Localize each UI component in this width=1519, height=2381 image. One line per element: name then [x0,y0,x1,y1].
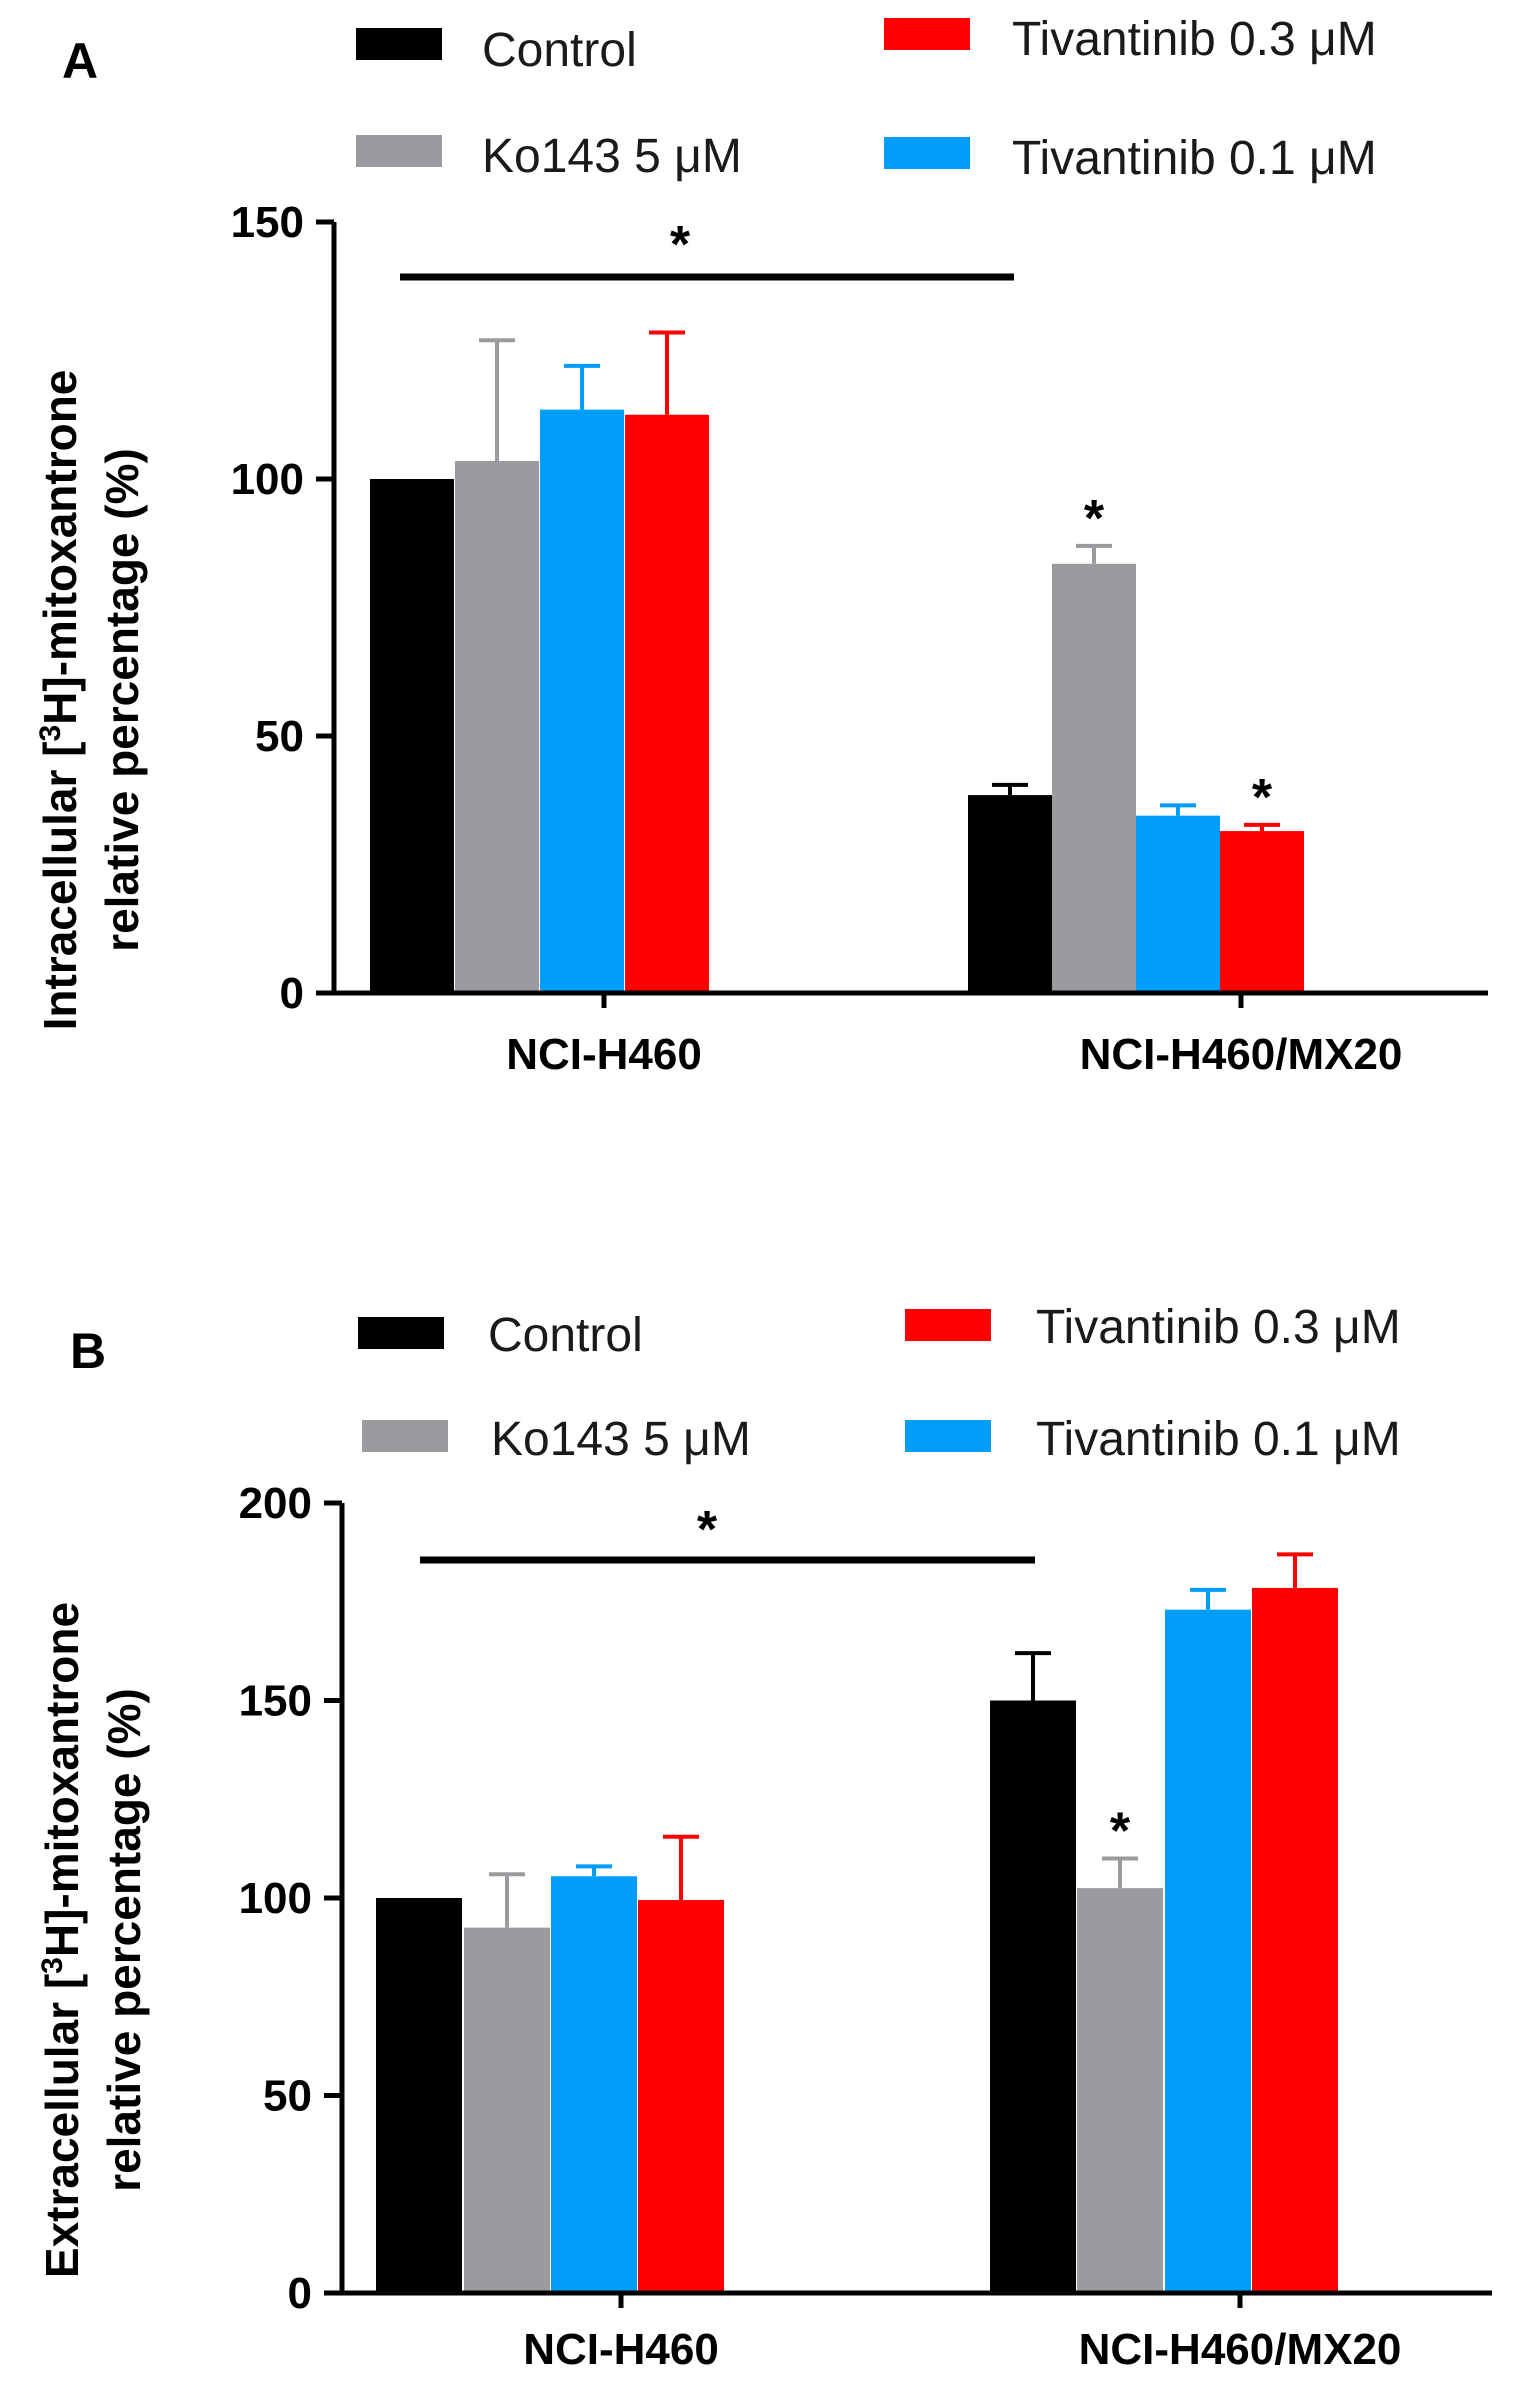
legend-item-ko143: Ko143 5 μM [362,1413,751,1466]
y-axis-label-line1: Extracellular [3H]-mitoxantrone [36,1602,88,2278]
bar [370,479,454,993]
y-axis-label-line2: relative percentage (%) [98,1688,150,2192]
significance-bracket: * [420,1501,1035,1564]
legend-label: Tivantinib 0.1 μM [1036,1413,1401,1466]
bar [1252,1587,1338,2293]
legend-label: Ko143 5 μM [482,130,742,183]
category-label: NCI-H460 [523,2325,719,2374]
panel-letter: A [62,33,98,89]
bar [540,409,624,993]
bar [1052,563,1136,993]
bar [990,1700,1076,2293]
bar [455,461,539,993]
bar [551,1876,637,2293]
bar [638,1899,724,2293]
y-tick-label: 0 [288,2269,312,2318]
bar-significance-star: * [1110,1803,1131,1861]
bar [1077,1888,1163,2293]
bars: * [376,1552,1338,2293]
legend-swatch [905,1309,991,1341]
bar [1165,1609,1251,2293]
bar-significance-star: * [1084,490,1105,548]
legend-label: Tivantinib 0.1 μM [1012,132,1377,185]
bar [376,1898,462,2293]
significance-bracket: * [400,216,1014,281]
legend: Control Tivantinib 0.3 μM Ko143 5 μM Tiv… [358,1301,1401,1466]
legend-label: Control [488,1309,643,1362]
legend-item-control: Control [358,1309,643,1362]
legend-label: Ko143 5 μM [491,1413,751,1466]
y-tick-label: 50 [263,2072,312,2121]
legend-swatch [905,1420,991,1452]
legend-swatch [884,137,970,169]
legend-swatch [358,1317,444,1349]
bar [968,795,1052,993]
significance-star: * [697,1501,718,1559]
legend-label: Tivantinib 0.3 μM [1012,13,1377,66]
y-tick-label: 100 [231,455,304,504]
bars: ** [370,330,1304,993]
y-tick-label: 150 [239,1677,312,1726]
y-tick-label: 0 [280,969,304,1018]
bar-significance-star: * [1252,769,1273,827]
legend-swatch [356,28,442,60]
bar [1220,831,1304,993]
legend-swatch [884,18,970,50]
y-axis-label-line1: Intracellular [3H]-mitoxantrone [34,370,86,1031]
legend-swatch [362,1420,448,1452]
y-tick-label: 50 [255,712,304,761]
panel-a: A Control Tivantinib 0.3 μM Ko143 5 μM T… [34,13,1488,1079]
legend-item-tivantinib-0-1: Tivantinib 0.1 μM [905,1413,1401,1466]
y-axis-label-line2: relative percentage (%) [96,448,148,952]
y-axis-label: Intracellular [3H]-mitoxantrone relative… [34,370,148,1031]
panel-b: B Control Tivantinib 0.3 μM Ko143 5 μM T… [36,1301,1492,2374]
bar [1136,815,1220,993]
category-label: NCI-H460/MX20 [1079,2325,1402,2374]
legend-item-tivantinib-0-3: Tivantinib 0.3 μM [884,13,1377,66]
y-axis-ticks: 0 50 100 150 [231,198,334,1018]
legend-item-tivantinib-0-1: Tivantinib 0.1 μM [884,132,1377,185]
legend-item-control: Control [356,24,637,77]
y-tick-label: 200 [239,1479,312,1528]
bar [464,1927,550,2293]
legend-swatch [356,135,442,167]
bar [625,414,709,993]
y-axis-ticks: 0 50 100 150 200 [239,1479,342,2318]
y-tick-label: 100 [239,1874,312,1923]
category-label: NCI-H460/MX20 [1080,1030,1403,1079]
y-axis-label: Extracellular [3H]-mitoxantrone relative… [36,1602,150,2278]
category-label: NCI-H460 [506,1030,702,1079]
significance-star: * [670,216,691,274]
panel-letter: B [70,1323,106,1379]
y-tick-label: 150 [231,198,304,247]
legend-label: Control [482,24,637,77]
legend-label: Tivantinib 0.3 μM [1036,1301,1401,1354]
legend: Control Tivantinib 0.3 μM Ko143 5 μM Tiv… [356,13,1377,185]
legend-item-tivantinib-0-3: Tivantinib 0.3 μM [905,1301,1401,1354]
legend-item-ko143: Ko143 5 μM [356,130,742,183]
